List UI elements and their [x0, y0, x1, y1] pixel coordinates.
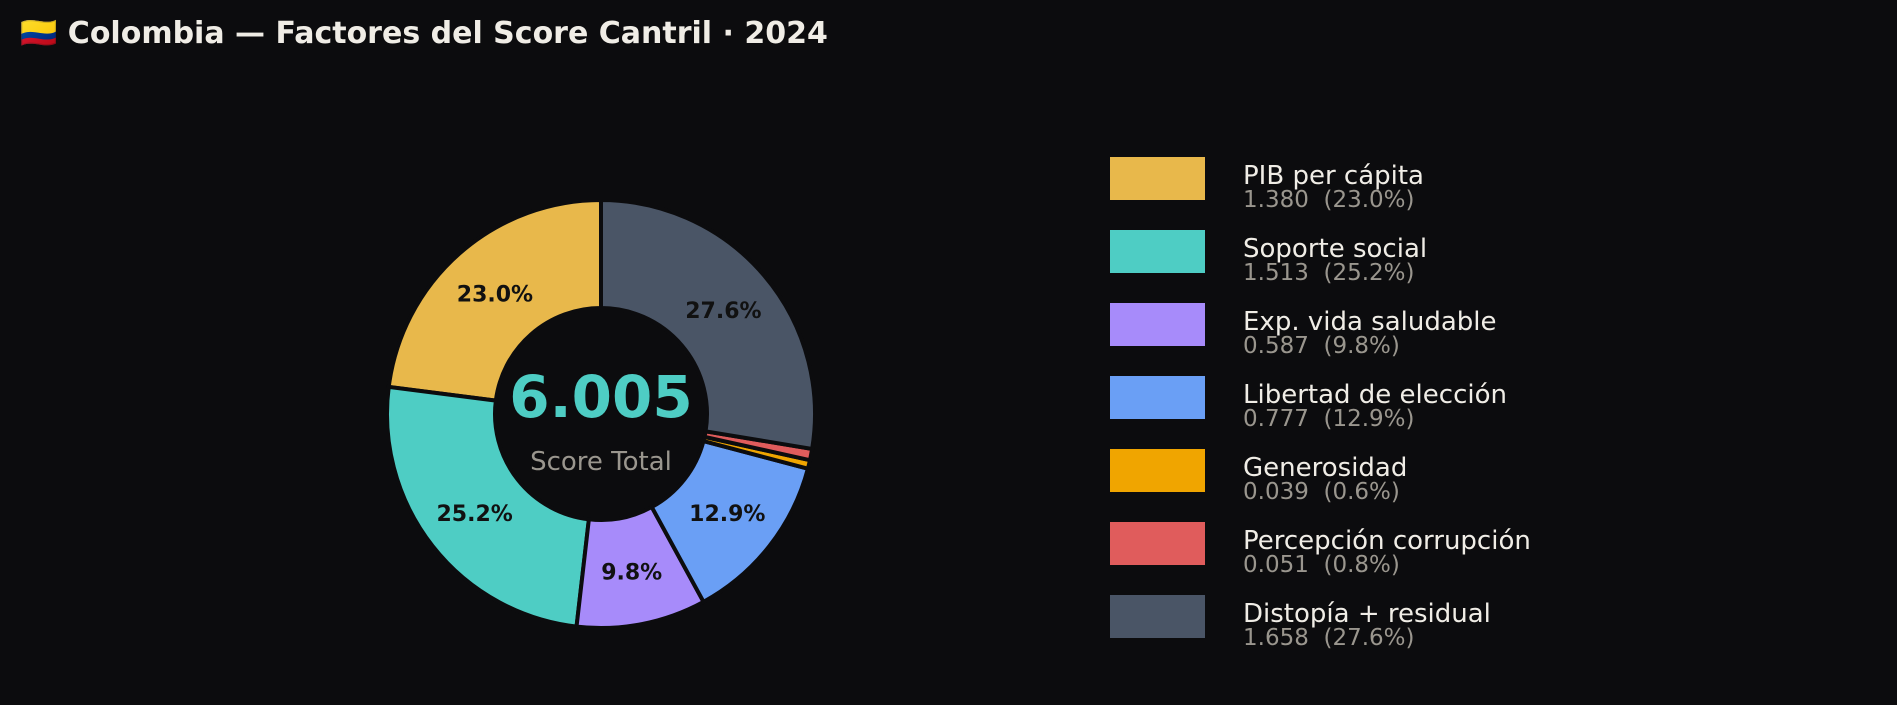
legend-label: Libertad de elección: [1243, 380, 1507, 410]
wedge-label-2: 9.8%: [601, 561, 662, 586]
legend-swatch: [1110, 449, 1205, 492]
legend-value-percent: 25.2%: [1332, 260, 1406, 286]
legend-label: Exp. vida saludable: [1243, 307, 1497, 337]
legend-label: Generosidad: [1243, 453, 1408, 483]
legend-value: 1.513 (25.2%): [1243, 260, 1415, 286]
legend-value-percent: 23.0%: [1332, 187, 1406, 213]
wedge-1: [385, 384, 592, 629]
legend-value-number: 0.039: [1243, 479, 1309, 505]
legend-value: 0.039 (0.6%): [1243, 479, 1400, 505]
legend-value: 1.380 (23.0%): [1243, 187, 1415, 213]
wedge-6: [599, 197, 817, 452]
legend-value-percent: 12.9%: [1332, 406, 1406, 432]
legend-label: Distopía + residual: [1243, 599, 1491, 629]
legend-value-number: 0.587: [1243, 333, 1309, 359]
wedge-label-6: 27.6%: [685, 299, 761, 324]
wedge-label-0: 23.0%: [457, 283, 533, 308]
center-score-label: Score Total: [530, 447, 672, 477]
legend-value-percent: 0.6%: [1332, 479, 1391, 505]
wedge-label-1: 25.2%: [437, 502, 513, 527]
legend-value-number: 0.051: [1243, 552, 1309, 578]
legend-value: 1.658 (27.6%): [1243, 625, 1415, 651]
legend-swatch: [1110, 522, 1205, 565]
legend-label: Soporte social: [1243, 234, 1428, 264]
legend-value-number: 1.380: [1243, 187, 1309, 213]
legend-label: PIB per cápita: [1243, 161, 1424, 191]
legend-swatch: [1110, 376, 1205, 419]
legend-value: 0.051 (0.8%): [1243, 552, 1400, 578]
legend-value-percent: 27.6%: [1332, 625, 1406, 651]
legend-label: Percepción corrupción: [1243, 526, 1531, 556]
chart-title: 🇨🇴 Colombia — Factores del Score Cantril…: [20, 16, 828, 51]
legend-value-number: 1.513: [1243, 260, 1309, 286]
legend-value-percent: 0.8%: [1332, 552, 1391, 578]
legend-value-number: 0.777: [1243, 406, 1309, 432]
legend-swatch: [1110, 230, 1205, 273]
legend-swatch: [1110, 303, 1205, 346]
wedge-0: [386, 197, 603, 403]
wedge-label-3: 12.9%: [689, 502, 765, 527]
legend-swatch: [1110, 595, 1205, 638]
legend-value: 0.777 (12.9%): [1243, 406, 1415, 432]
legend-value: 0.587 (9.8%): [1243, 333, 1400, 359]
legend-value-percent: 9.8%: [1332, 333, 1391, 359]
legend-value-number: 1.658: [1243, 625, 1309, 651]
legend-swatch: [1110, 157, 1205, 200]
center-score-value: 6.005: [509, 363, 692, 431]
